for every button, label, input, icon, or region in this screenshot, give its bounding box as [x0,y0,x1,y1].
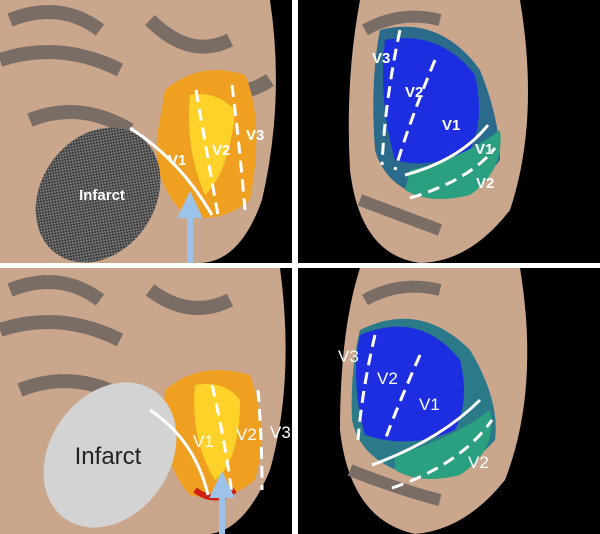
area-label: V3 [372,50,390,67]
area-label: V3 [246,127,264,144]
area-label: V2 [212,142,230,159]
panel-label: (d) [350,506,371,525]
boundary-line [230,84,247,211]
infarct-label: Infarct [75,443,142,470]
area-label: V1 [442,117,460,134]
area-label: V1 [419,395,440,414]
area-label: V2 [476,175,494,192]
area-label: V1 [193,432,214,451]
panel-b: V3 V2 V1 V1 V2 (b) [298,0,600,263]
infarct [43,382,177,528]
area-label: V3 [270,423,291,442]
panel-label: (a) [258,233,278,252]
area-label: V2 [236,425,257,444]
activation-green [395,410,492,479]
boundary-line [356,334,377,441]
boundary-line [404,124,490,177]
boundary-line [383,354,422,441]
sulci [0,5,274,137]
panel-c: Infarct V1 V2 V3 (c) [0,268,292,534]
boundary-line [393,59,437,171]
area-label: V2 [377,369,398,388]
sulci [0,275,234,402]
area-label: V3 [338,347,359,366]
boundary-line [391,419,494,490]
panel-d: V3 V2 V1 V2 (d) [298,268,600,534]
boundary-line [380,29,402,166]
infarct-label: Infarct [79,187,125,204]
area-label: V1 [475,141,493,158]
boundary-line [256,389,264,491]
panel-a: Infarct V1 V2 V3 (a) [0,0,292,263]
arrow [209,470,235,534]
area-label: V2 [468,453,489,472]
sulci [357,10,443,236]
activation [356,326,464,442]
activation-green [405,130,501,199]
panel-label: (b) [355,233,376,252]
arrow [177,190,203,263]
area-label: V2 [405,84,423,101]
boundary-line [129,126,214,216]
boundary-line [149,408,210,496]
boundary-line [371,398,482,467]
panel-label: (c) [269,506,288,525]
infarct [35,127,161,263]
boundary-line [210,384,234,496]
boundary-line [194,89,220,216]
activation-core [194,384,240,480]
area-label: V1 [168,152,186,169]
